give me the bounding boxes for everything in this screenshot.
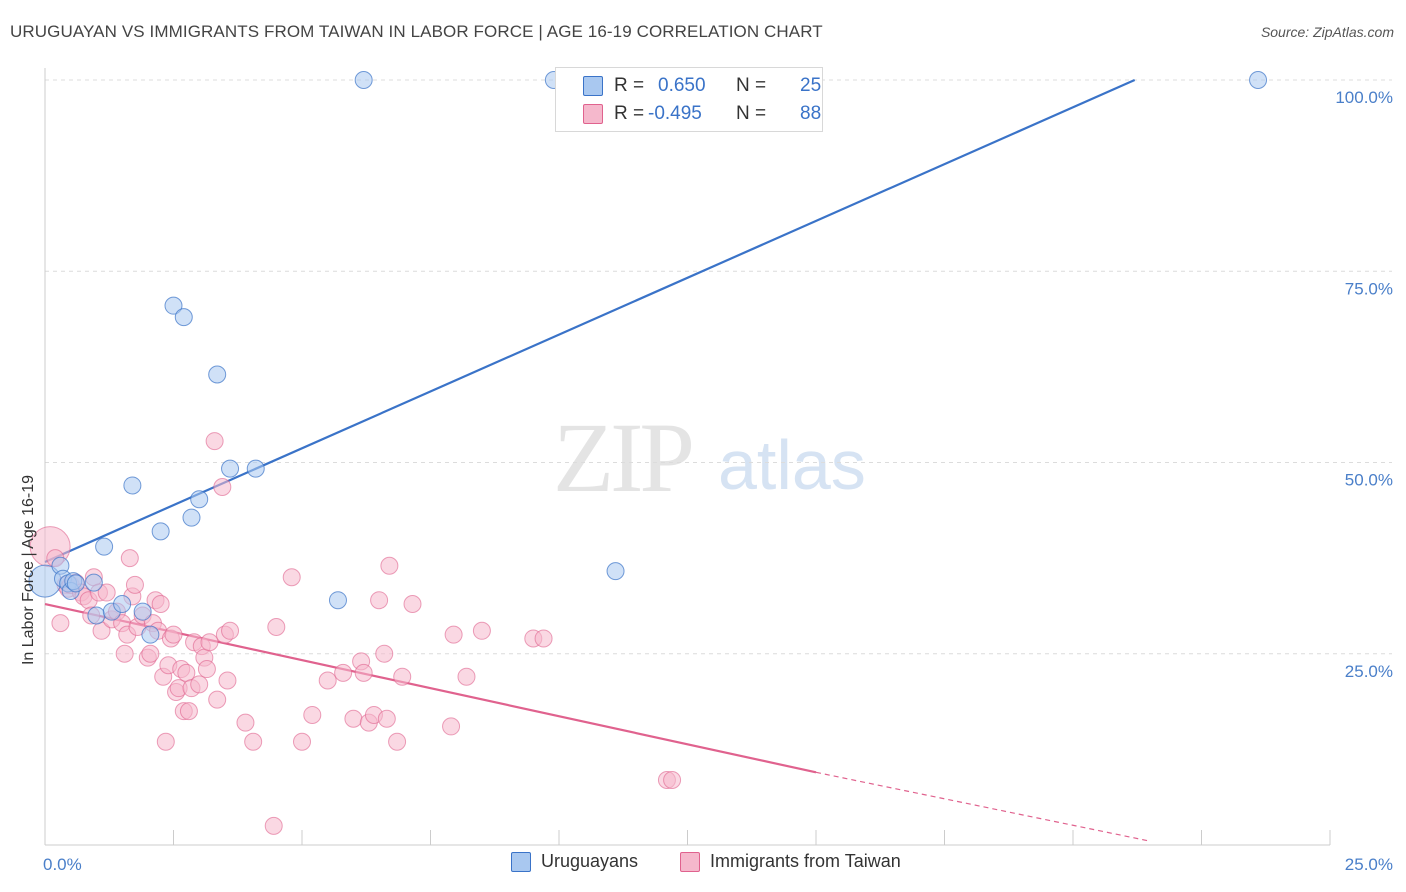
point-taiwan — [663, 770, 682, 789]
data-points — [28, 71, 1268, 835]
point-taiwan — [388, 732, 407, 751]
trend-lines — [44, 78, 1151, 842]
point-taiwan — [236, 713, 255, 732]
point-taiwan — [380, 556, 399, 575]
point-taiwan — [208, 690, 227, 709]
point-uruguayans — [606, 562, 625, 581]
point-uruguayans — [123, 476, 142, 495]
y-tick-label: 100.0% — [1335, 88, 1393, 107]
point-uruguayans — [354, 71, 373, 89]
point-taiwan — [375, 644, 394, 663]
tick-labels: 25.0% 50.0% 75.0% 100.0% 0.0% 25.0% — [43, 88, 1393, 874]
legend-swatch-pink — [680, 851, 700, 872]
point-taiwan — [51, 614, 70, 633]
point-taiwan — [442, 717, 461, 736]
trend-line-taiwan-extension — [815, 771, 1151, 842]
correlation-legend: R = 0.650 N = 25 R = -0.495 N = 88 — [555, 67, 823, 132]
y-tick-label: 50.0% — [1345, 471, 1393, 490]
point-taiwan — [264, 816, 283, 835]
legend-n-value-1: 25 — [800, 75, 822, 96]
point-taiwan — [318, 671, 337, 690]
y-tick-label: 25.0% — [1345, 662, 1393, 681]
legend-r-label: R = — [614, 75, 645, 96]
legend-n-label: N = — [736, 75, 767, 96]
point-uruguayans — [141, 625, 160, 644]
legend-n-value-2: 88 — [800, 103, 822, 124]
point-uruguayans — [174, 308, 193, 327]
point-taiwan — [534, 629, 553, 648]
point-taiwan — [377, 709, 396, 728]
point-taiwan — [97, 583, 116, 602]
legend-item-uruguayans: Uruguayans — [511, 851, 638, 872]
point-uruguayans — [190, 490, 209, 509]
point-taiwan — [197, 660, 216, 679]
trend-line-uruguayans — [44, 78, 1136, 563]
point-taiwan — [370, 591, 389, 610]
point-taiwan — [213, 477, 232, 496]
point-uruguayans — [95, 537, 114, 556]
point-taiwan — [403, 595, 422, 614]
series-legend: Uruguayans Immigrants from Taiwan — [0, 851, 1406, 877]
point-uruguayans — [221, 459, 240, 478]
point-uruguayans — [133, 602, 152, 621]
point-taiwan — [125, 575, 144, 594]
point-uruguayans — [208, 365, 227, 384]
legend-n-label: N = — [736, 103, 767, 124]
point-taiwan — [179, 702, 198, 721]
point-taiwan — [190, 675, 209, 694]
point-taiwan — [221, 621, 240, 640]
point-uruguayans — [164, 296, 183, 315]
point-taiwan — [393, 667, 412, 686]
watermark-atlas: atlas — [718, 426, 866, 504]
y-tick-label: 75.0% — [1345, 279, 1393, 298]
point-taiwan — [205, 432, 224, 451]
point-taiwan — [457, 667, 476, 686]
x-tick-label-max: 25.0% — [1345, 855, 1393, 874]
legend-r-value-1: 0.650 — [658, 75, 706, 96]
point-taiwan — [293, 732, 311, 751]
point-taiwan — [282, 568, 301, 587]
point-taiwan — [156, 732, 175, 751]
chart-source: Source: ZipAtlas.com — [1260, 24, 1394, 40]
chart-title: URUGUAYAN VS IMMIGRANTS FROM TAIWAN IN L… — [10, 22, 823, 41]
point-uruguayans — [84, 573, 103, 592]
point-taiwan — [444, 625, 463, 644]
y-axis-label: In Labor Force | Age 16-19 — [20, 475, 37, 665]
point-taiwan — [200, 633, 219, 652]
point-taiwan — [218, 671, 237, 690]
point-taiwan — [472, 621, 491, 640]
point-uruguayans — [151, 522, 170, 541]
legend-r-label: R = — [614, 103, 645, 124]
point-uruguayans — [113, 595, 132, 614]
legend-label-taiwan: Immigrants from Taiwan — [710, 851, 901, 871]
point-taiwan — [120, 549, 139, 568]
watermark-zip: ZIP — [553, 402, 695, 513]
point-taiwan — [141, 644, 160, 663]
point-uruguayans — [1249, 71, 1268, 89]
point-taiwan — [344, 709, 363, 728]
point-uruguayans — [328, 591, 347, 610]
point-taiwan — [151, 595, 170, 614]
point-taiwan — [164, 625, 183, 644]
point-taiwan — [354, 663, 373, 682]
legend-item-taiwan: Immigrants from Taiwan — [680, 851, 901, 872]
legend-r-value-2: -0.495 — [648, 103, 702, 124]
point-taiwan — [267, 617, 286, 636]
point-taiwan — [244, 732, 263, 751]
point-uruguayans — [87, 606, 106, 625]
grid-lines — [45, 79, 1392, 655]
point-uruguayans — [182, 508, 201, 527]
point-taiwan — [303, 705, 322, 724]
axes — [44, 68, 1331, 846]
legend-label-uruguayans: Uruguayans — [541, 851, 639, 871]
legend-swatch-pink — [583, 104, 603, 124]
point-taiwan — [115, 644, 134, 663]
point-uruguayans — [66, 574, 85, 593]
legend-swatch-blue — [511, 851, 531, 872]
point-taiwan — [334, 663, 353, 682]
point-uruguayans — [246, 459, 265, 478]
legend-swatch-blue — [583, 76, 603, 96]
x-tick-label-min: 0.0% — [43, 855, 82, 874]
